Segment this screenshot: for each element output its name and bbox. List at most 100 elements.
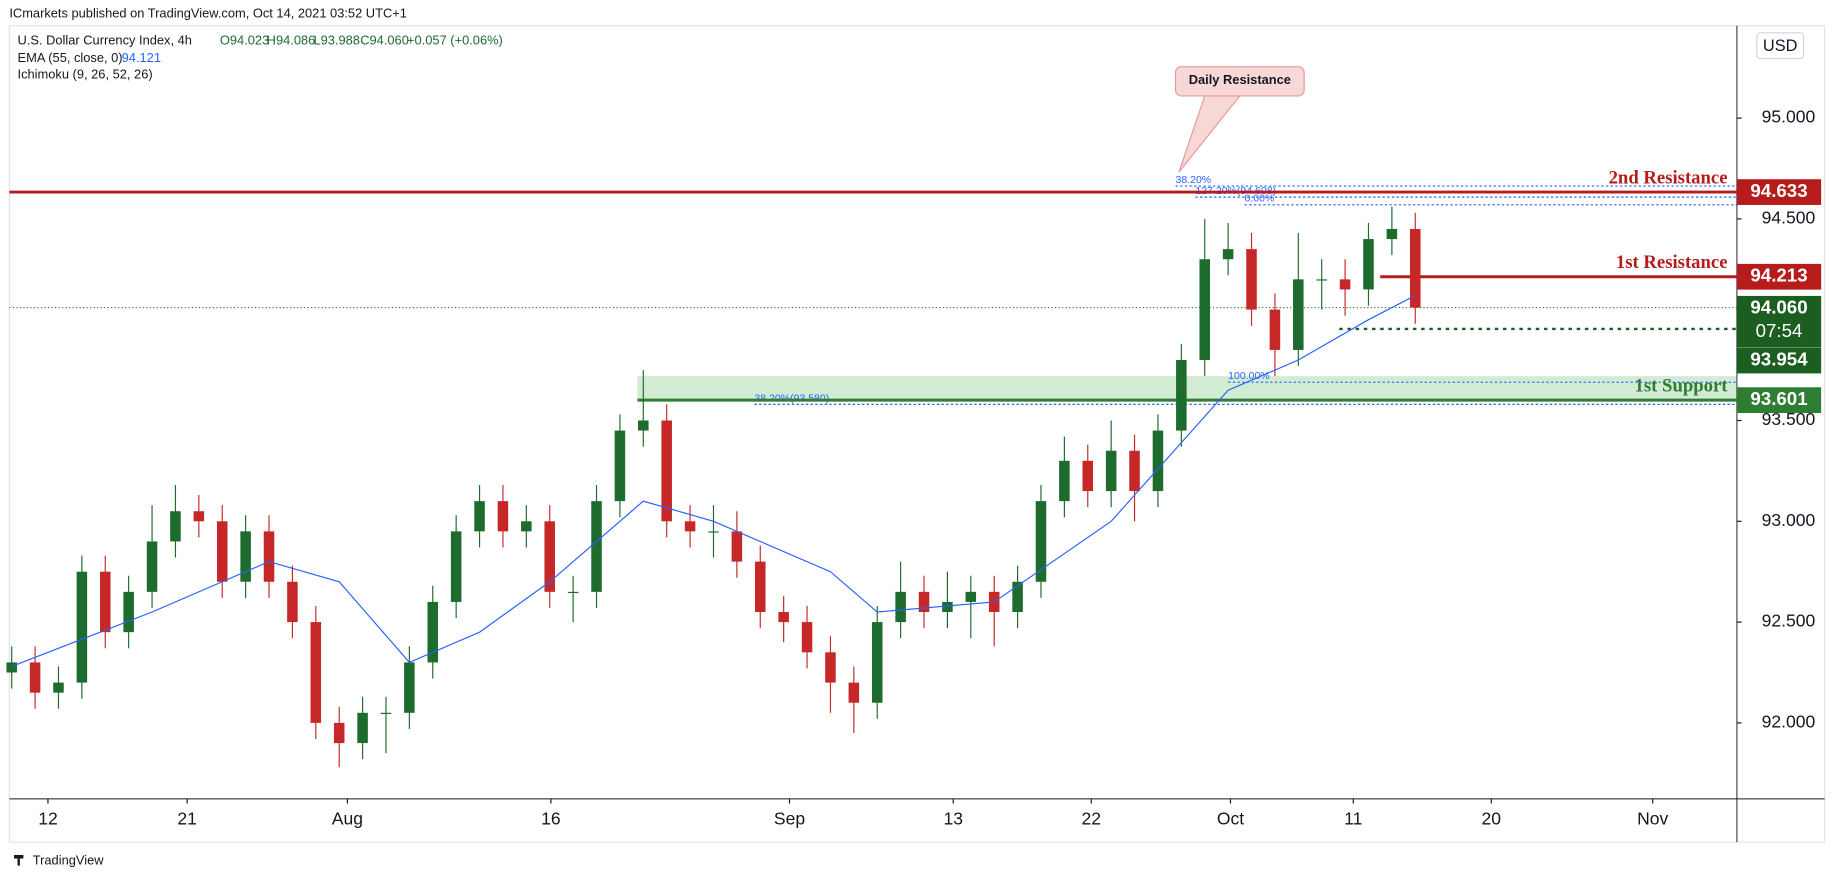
y-tick-label: 95.000 [1762,107,1816,127]
candle-body [708,531,719,533]
candle-body [497,501,509,532]
candle-body [53,682,64,693]
candle-body [1316,279,1327,281]
level-label: 94.633 [1750,180,1807,201]
candle-body [638,420,649,431]
fib-label: 100.00% [1228,370,1270,382]
candle-body [848,682,860,703]
candle-body [1293,279,1304,350]
x-tick-label: 21 [177,809,197,829]
fib-label: 0.00% [1245,193,1275,205]
candle-body [193,511,205,522]
fib-label: 38.20%(93.580) [754,392,829,404]
candle-body [1059,460,1070,502]
ema-name: EMA (55, close, 0) [18,50,123,65]
candle-body [1012,581,1023,613]
frame [8,25,1826,843]
candle-body [684,521,696,532]
candle-body [1363,239,1374,290]
x-tick-label: Aug [332,809,363,829]
candle-body [544,521,555,592]
candle-body [755,561,766,613]
x-tick-label: Oct [1217,809,1244,829]
target-box [1736,347,1822,374]
level-box [1736,387,1822,414]
candle-body [170,511,181,542]
symbol-title: U.S. Dollar Currency Index, 4h [18,32,192,47]
candle-body [1269,309,1281,350]
candle-body [1339,279,1351,290]
brand-logo [14,855,24,866]
candle-body [895,591,906,623]
ema-line [11,294,1416,667]
level-box [1736,179,1822,205]
candle-body [1410,228,1421,308]
x-tick-label: Sep [774,809,805,829]
candle-body [1035,501,1047,582]
y-tick-label: 94.500 [1762,208,1816,228]
candle-body [942,601,953,613]
change: +0.057 (+0.06%) [407,32,503,47]
candle-body [1105,450,1117,492]
x-tick-label: 11 [1344,809,1362,829]
publisher: ICmarkets published on TradingView.com, … [9,5,407,20]
target-label: 93.954 [1750,348,1808,369]
annotation-pointer [1178,95,1242,173]
x-tick-label: 16 [541,809,561,829]
x-tick-label: 20 [1482,809,1502,829]
candle-body [825,652,836,683]
candle-body [965,591,977,602]
candle-body [1386,228,1398,240]
candle-body [661,420,672,522]
candle-body [801,622,813,653]
annotation-box [1174,66,1305,97]
x-tick-label: 22 [1082,809,1102,829]
x-tick-label: 12 [38,809,58,829]
candle-body [357,712,368,744]
level-label: 93.601 [1750,388,1807,409]
candle-body [918,591,930,613]
ema-value: 94.121 [122,50,161,65]
current-box [1736,295,1822,348]
candle-body [591,501,602,592]
ohlc-high: H94.086 [267,32,316,47]
candle-body [1222,249,1234,260]
candle-body [123,591,134,633]
candle-body [521,521,532,532]
candle-body [333,722,345,744]
candle-body [6,662,17,673]
level-name: 1st Support [1635,376,1729,397]
countdown: 07:54 [1756,320,1803,341]
currency-box[interactable] [1756,32,1805,60]
candle-body [29,662,41,693]
y-tick-label: 92.000 [1762,712,1816,732]
candle-body [380,712,392,714]
candle-body [310,622,322,723]
candle-body [1152,430,1164,492]
candle-body [1199,259,1210,361]
ohlc-low: L93.988 [313,32,359,47]
candle-body [614,430,626,502]
y-tick-label: 92.500 [1762,611,1816,631]
candle-body [216,521,228,582]
candle-body [287,581,298,623]
brand: TradingView [33,852,104,867]
level-name: 1st Resistance [1616,252,1728,273]
candle-body [567,591,579,594]
currency[interactable]: USD [1763,37,1798,55]
candle-body [871,622,883,703]
level-box [1736,263,1822,290]
ohlc-open: O94.023 [220,32,269,47]
ohlc-close: C94.060 [360,32,409,47]
candle-body [474,501,485,532]
level-name: 2nd Resistance [1609,168,1728,189]
x-tick-label: Nov [1637,809,1668,829]
candle-body [1246,249,1257,310]
candle-body [1176,360,1187,431]
candle-body [100,571,111,633]
level-label: 94.213 [1750,265,1807,286]
current-label: 94.060 [1750,297,1807,318]
x-tick-label: 13 [944,809,964,829]
candle-body [731,531,743,562]
